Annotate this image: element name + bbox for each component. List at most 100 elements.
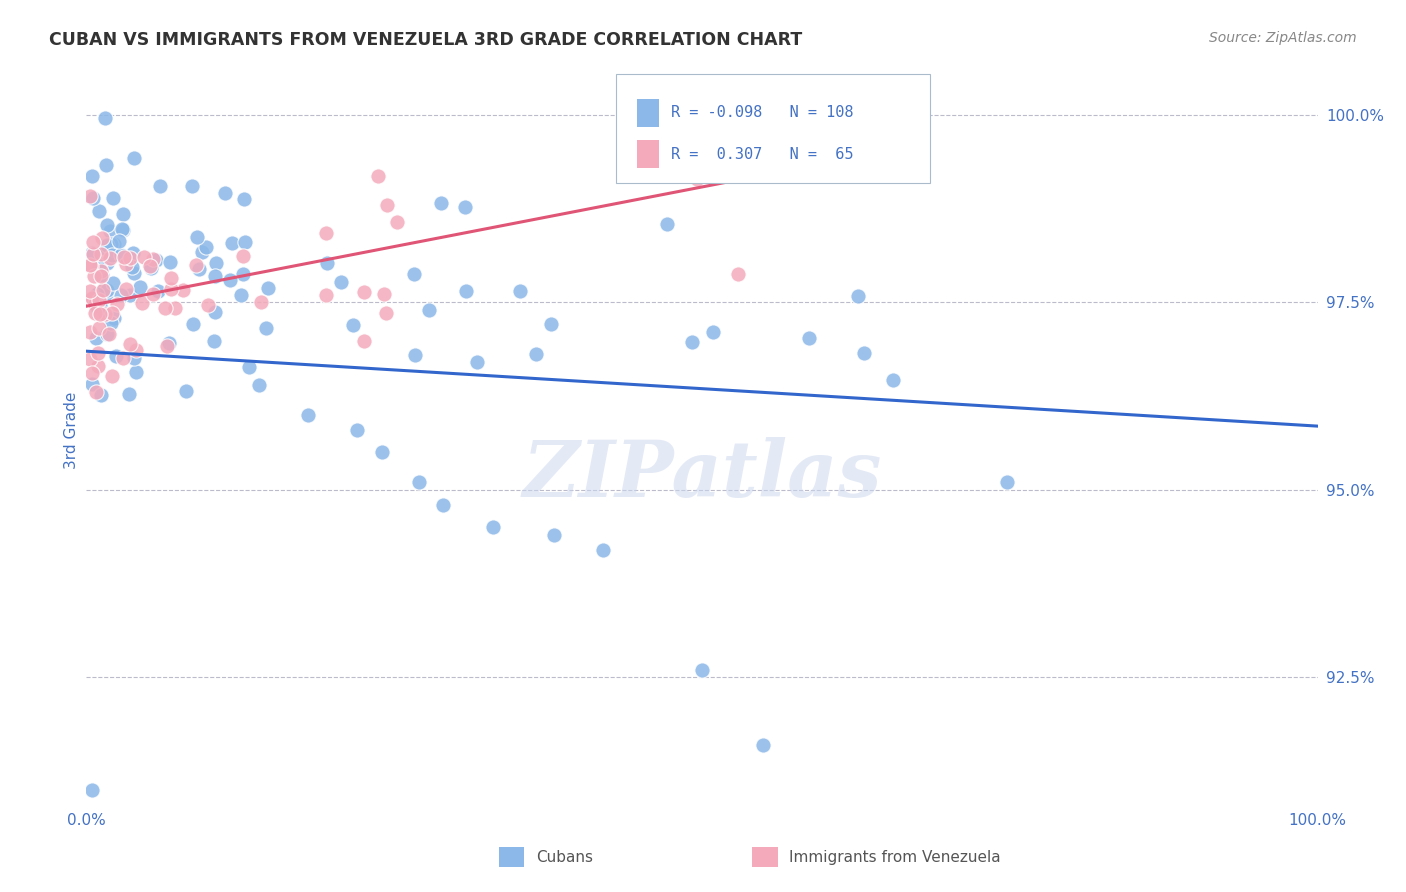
Point bbox=[257, 281, 280, 295]
Point bbox=[131, 295, 153, 310]
Point bbox=[90, 269, 112, 284]
Point bbox=[481, 520, 503, 534]
Point bbox=[91, 283, 114, 297]
Point bbox=[456, 285, 478, 299]
Text: R = -0.098   N = 108: R = -0.098 N = 108 bbox=[671, 105, 853, 120]
Point bbox=[86, 287, 108, 301]
Point bbox=[142, 252, 165, 266]
Point bbox=[96, 283, 118, 297]
Point bbox=[120, 288, 142, 302]
Point bbox=[155, 301, 177, 315]
Point bbox=[454, 200, 477, 214]
Point bbox=[184, 258, 207, 272]
Point bbox=[191, 245, 214, 260]
Point bbox=[84, 331, 107, 345]
Point bbox=[315, 288, 337, 302]
Point bbox=[418, 302, 440, 317]
Text: Immigrants from Venezuela: Immigrants from Venezuela bbox=[789, 850, 1001, 864]
Point bbox=[657, 217, 679, 231]
Point bbox=[432, 498, 454, 512]
Point bbox=[122, 151, 145, 165]
Point bbox=[430, 195, 453, 210]
Text: CUBAN VS IMMIGRANTS FROM VENEZUELA 3RD GRADE CORRELATION CHART: CUBAN VS IMMIGRANTS FROM VENEZUELA 3RD G… bbox=[49, 31, 803, 49]
Point bbox=[134, 251, 156, 265]
Point bbox=[145, 253, 167, 268]
Point bbox=[94, 158, 117, 172]
Point bbox=[254, 321, 277, 335]
Point bbox=[118, 337, 141, 351]
Point bbox=[103, 311, 125, 326]
Point bbox=[157, 336, 180, 351]
Point bbox=[80, 291, 103, 305]
Text: R =  0.307   N =  65: R = 0.307 N = 65 bbox=[671, 146, 853, 161]
Point bbox=[316, 256, 339, 270]
Point bbox=[509, 284, 531, 298]
Point bbox=[297, 408, 319, 422]
Point bbox=[146, 284, 169, 298]
Point bbox=[79, 189, 101, 203]
Point bbox=[114, 282, 136, 296]
Point bbox=[408, 475, 430, 490]
Point bbox=[110, 248, 132, 262]
Point bbox=[82, 246, 104, 260]
Point bbox=[100, 224, 122, 238]
Point bbox=[204, 305, 226, 319]
Point bbox=[89, 307, 111, 321]
Point bbox=[205, 256, 228, 270]
Point bbox=[87, 359, 110, 373]
Point bbox=[91, 283, 114, 297]
Bar bbox=[637, 99, 659, 127]
Point bbox=[87, 204, 110, 219]
Point bbox=[238, 360, 260, 375]
Point bbox=[247, 378, 270, 392]
Point bbox=[79, 326, 101, 340]
Point bbox=[524, 347, 547, 361]
Point bbox=[204, 268, 226, 283]
Point bbox=[79, 293, 101, 307]
Point bbox=[232, 249, 254, 263]
Point bbox=[96, 326, 118, 341]
Point bbox=[105, 297, 128, 311]
Point bbox=[108, 234, 131, 248]
Text: Cubans: Cubans bbox=[536, 850, 593, 864]
Point bbox=[882, 373, 904, 387]
Point bbox=[172, 283, 194, 297]
Y-axis label: 3rd Grade: 3rd Grade bbox=[65, 392, 79, 468]
Point bbox=[112, 207, 135, 221]
Point bbox=[82, 191, 104, 205]
Point bbox=[111, 223, 134, 237]
Point bbox=[686, 172, 709, 186]
Point bbox=[682, 335, 704, 350]
Point bbox=[163, 301, 186, 315]
Point bbox=[89, 293, 111, 307]
Point bbox=[100, 251, 122, 265]
Point bbox=[111, 222, 134, 236]
Point bbox=[118, 251, 141, 265]
Point bbox=[853, 345, 876, 359]
Point bbox=[87, 320, 110, 334]
Point bbox=[101, 306, 124, 320]
FancyBboxPatch shape bbox=[616, 74, 929, 183]
Point bbox=[124, 365, 146, 379]
Point bbox=[89, 300, 111, 314]
Point bbox=[86, 346, 108, 360]
Point bbox=[373, 286, 395, 301]
Point bbox=[681, 160, 703, 174]
Point bbox=[353, 285, 375, 300]
Point bbox=[249, 295, 271, 310]
Point bbox=[86, 385, 108, 400]
Point bbox=[82, 169, 104, 184]
Point bbox=[197, 298, 219, 312]
Point bbox=[90, 247, 112, 261]
Point bbox=[83, 292, 105, 306]
Point bbox=[139, 259, 162, 273]
Point bbox=[181, 318, 204, 332]
Point bbox=[181, 179, 204, 194]
Point bbox=[367, 169, 389, 184]
Point bbox=[465, 355, 488, 369]
Point bbox=[353, 334, 375, 348]
Point bbox=[188, 262, 211, 277]
Point bbox=[385, 215, 408, 229]
Point bbox=[114, 257, 136, 271]
Point bbox=[84, 297, 107, 311]
